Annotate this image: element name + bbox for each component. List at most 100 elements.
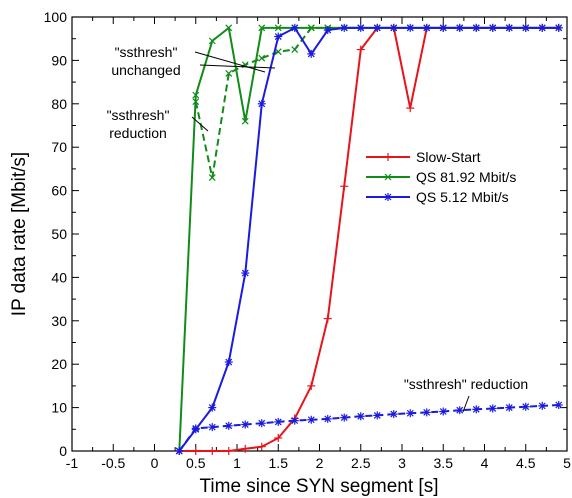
data-point bbox=[356, 23, 365, 32]
data-point bbox=[488, 23, 497, 32]
data-point bbox=[290, 416, 299, 425]
data-point bbox=[323, 414, 332, 423]
data-point bbox=[406, 409, 415, 418]
data-point bbox=[307, 415, 316, 424]
data-point bbox=[191, 424, 200, 433]
data-point bbox=[274, 433, 283, 442]
data-point bbox=[356, 412, 365, 421]
x-tick-label: 4.5 bbox=[516, 455, 536, 471]
legend-label: QS 81.92 Mbit/s bbox=[416, 169, 516, 185]
data-point bbox=[225, 24, 233, 32]
annotation-unchanged-line1: "ssthresh" bbox=[115, 44, 178, 60]
data-point bbox=[258, 24, 266, 32]
data-point bbox=[257, 99, 266, 108]
series-line bbox=[194, 26, 361, 178]
y-tick-label: 10 bbox=[51, 400, 67, 416]
y-tick-label: 100 bbox=[44, 9, 68, 25]
annotation-reduction-line2: reduction bbox=[109, 125, 167, 141]
series-layer bbox=[175, 23, 563, 455]
series-4-dashed bbox=[175, 400, 563, 455]
data-point bbox=[389, 23, 398, 32]
data-point bbox=[472, 405, 481, 414]
annotation-unchanged-line2: unchanged bbox=[111, 62, 180, 78]
data-point bbox=[373, 411, 382, 420]
data-point bbox=[208, 174, 216, 182]
data-point bbox=[538, 401, 547, 410]
x-tick-label: 2 bbox=[316, 455, 324, 471]
data-point bbox=[258, 54, 266, 62]
data-point bbox=[291, 46, 299, 53]
annotation-blue-reduction-leader bbox=[462, 395, 470, 413]
data-point bbox=[384, 173, 392, 181]
data-point bbox=[455, 23, 464, 32]
x-tick-label: 3.5 bbox=[434, 455, 454, 471]
data-point bbox=[554, 400, 563, 409]
x-tick-label: 4 bbox=[481, 455, 489, 471]
axis-ticks bbox=[71, 16, 568, 452]
data-point bbox=[241, 444, 250, 453]
data-point bbox=[384, 193, 392, 201]
data-point bbox=[241, 117, 249, 125]
x-tick-label: 2.5 bbox=[351, 455, 371, 471]
annotation-ssthresh-reduction-green: "ssthresh" reduction bbox=[107, 107, 209, 141]
data-point bbox=[274, 32, 283, 41]
annotation-reduction-line1: "ssthresh" bbox=[107, 107, 170, 123]
data-point bbox=[389, 410, 398, 419]
data-point bbox=[422, 408, 431, 417]
data-point bbox=[488, 404, 497, 413]
data-point bbox=[505, 403, 514, 412]
data-point bbox=[192, 98, 200, 106]
x-tick-label: 0 bbox=[151, 455, 159, 471]
y-tick-labels: 0 10 20 30 40 50 60 70 80 90 100 bbox=[44, 9, 68, 459]
annotation-ssthresh-reduction-blue: "ssthresh" reduction bbox=[404, 376, 528, 413]
annotation-ssthresh-unchanged: "ssthresh" unchanged bbox=[111, 44, 276, 78]
data-point bbox=[422, 23, 431, 32]
data-point bbox=[472, 23, 481, 32]
series-line bbox=[178, 404, 559, 452]
data-point bbox=[274, 417, 283, 426]
data-point bbox=[257, 442, 266, 451]
legend-item: Slow-Start bbox=[366, 149, 481, 165]
legend-item: QS 5.12 Mbit/s bbox=[366, 189, 509, 205]
data-point bbox=[224, 358, 233, 367]
data-point bbox=[208, 403, 217, 412]
annotation-unchanged-leader-upper bbox=[194, 51, 266, 73]
data-point bbox=[274, 24, 282, 32]
data-point bbox=[224, 447, 233, 455]
y-tick-label: 50 bbox=[51, 226, 67, 242]
annotation-blue-reduction-label: "ssthresh" reduction bbox=[404, 376, 528, 392]
data-point bbox=[406, 104, 415, 113]
legend-items: Slow-Start QS 81.92 Mbit/s QS 5.12 Mbit/s bbox=[366, 149, 516, 205]
data-point bbox=[307, 381, 316, 390]
data-point bbox=[521, 402, 530, 411]
x-tick-label: 5 bbox=[563, 455, 571, 471]
y-tick-label: 70 bbox=[51, 139, 67, 155]
data-point bbox=[340, 413, 349, 422]
data-point bbox=[191, 447, 200, 455]
data-point bbox=[208, 423, 217, 432]
data-point bbox=[241, 420, 250, 429]
y-tick-label: 0 bbox=[59, 443, 67, 459]
data-point bbox=[290, 23, 299, 32]
data-point bbox=[224, 421, 233, 430]
y-tick-label: 40 bbox=[51, 269, 67, 285]
data-point bbox=[323, 26, 332, 35]
series-2-dashed bbox=[192, 24, 365, 182]
legend: Slow-Start QS 81.92 Mbit/s QS 5.12 Mbit/s bbox=[358, 142, 536, 206]
data-point bbox=[241, 269, 250, 278]
annotation-unchanged-leader-lower bbox=[199, 64, 276, 69]
data-point bbox=[554, 23, 563, 32]
y-axis-title: IP data rate [Mbit/s] bbox=[9, 152, 30, 316]
data-point bbox=[340, 23, 349, 32]
data-point bbox=[538, 23, 547, 32]
y-tick-label: 30 bbox=[51, 313, 67, 329]
data-point bbox=[439, 407, 448, 416]
x-tick-label: 0.5 bbox=[186, 455, 206, 471]
y-tick-label: 20 bbox=[51, 356, 67, 372]
data-point bbox=[356, 45, 365, 54]
data-point bbox=[208, 447, 217, 455]
x-tick-labels: -1 -0.5 0 0.5 1 1.5 2 2.5 3 3.5 4 4.5 5 bbox=[66, 455, 571, 471]
data-point bbox=[340, 182, 349, 191]
y-tick-label: 60 bbox=[51, 183, 67, 199]
